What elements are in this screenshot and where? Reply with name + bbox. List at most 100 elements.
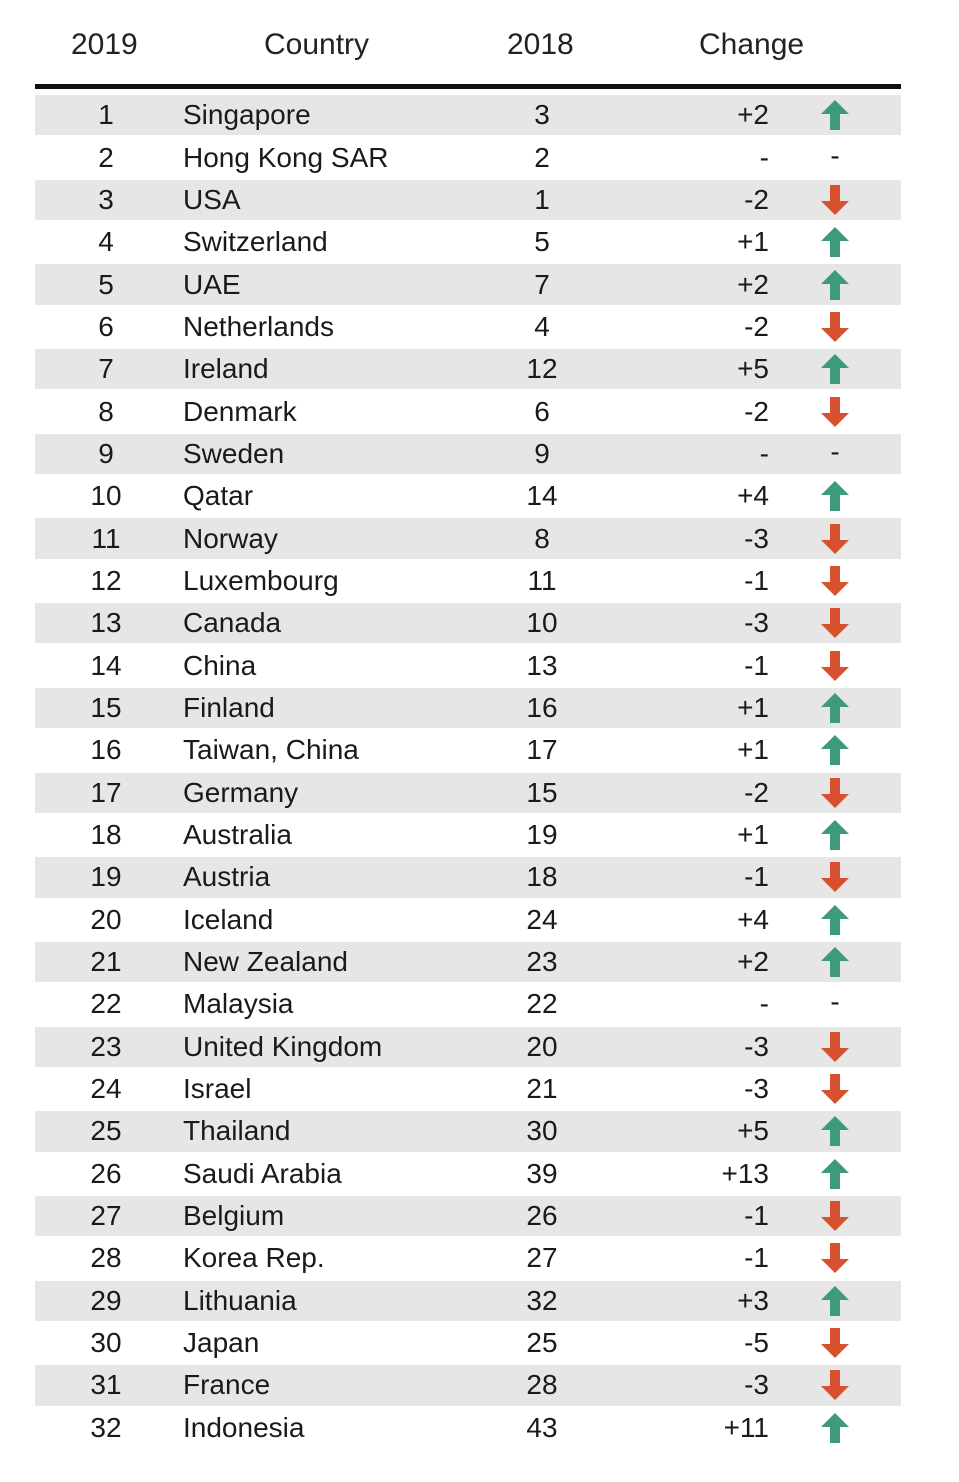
- arrow-down-icon: [815, 1369, 855, 1401]
- rank-2019: 9: [98, 437, 114, 469]
- arrow-down-icon: [815, 861, 855, 893]
- country-name: New Zealand: [183, 946, 348, 978]
- country-name: Netherlands: [183, 310, 334, 342]
- ranking-table: 2019 Country 2018 Change 1 Singapore 3 +2 2 H…: [35, 0, 901, 1450]
- rank-2018: 9: [534, 437, 550, 469]
- rank-change: -: [759, 988, 769, 1020]
- country-name: Indonesia: [183, 1411, 305, 1443]
- rank-change: +3: [737, 1284, 769, 1316]
- rank-2019: 13: [90, 607, 122, 639]
- table-row: 22 Malaysia 22 - -: [35, 984, 901, 1024]
- rank-2019: 10: [90, 480, 122, 512]
- arrow-up-icon: [815, 99, 855, 131]
- rank-change: +4: [737, 480, 769, 512]
- rank-2019: 19: [90, 861, 122, 893]
- country-name: Sweden: [183, 437, 285, 469]
- rank-2018: 43: [526, 1411, 558, 1443]
- rank-2019: 7: [98, 353, 114, 385]
- rank-2019: 22: [90, 988, 122, 1020]
- country-name: China: [183, 649, 257, 681]
- rank-change: -3: [744, 607, 769, 639]
- table-row: 14 China 13 -1: [35, 645, 901, 685]
- no-change-dash: -: [830, 139, 840, 171]
- rank-2019: 6: [98, 310, 114, 342]
- arrow-down-icon: [815, 1031, 855, 1063]
- table-row: 16 Taiwan, China 17 +1: [35, 730, 901, 770]
- arrow-up-icon: [815, 819, 855, 851]
- table-row: 15 Finland 16 +1: [35, 687, 901, 729]
- header-2019: 2019: [71, 28, 138, 61]
- table-row: 21 New Zealand 23 +2: [35, 941, 901, 983]
- table-row: 2 Hong Kong SAR 2 - -: [35, 137, 901, 177]
- arrow-up-icon: [815, 904, 855, 936]
- rank-change: -2: [744, 183, 769, 215]
- table-row: 17 Germany 15 -2: [35, 772, 901, 813]
- rank-2019: 24: [90, 1073, 122, 1105]
- table-row: 3 USA 1 -2: [35, 179, 901, 221]
- table-body: 1 Singapore 3 +2 2 Hong Kong SAR 2- -3 USA 1 -2 4 Sw…: [35, 95, 901, 1448]
- country-name: UAE: [183, 268, 241, 300]
- country-name: Israel: [183, 1073, 252, 1105]
- arrow-up-icon: [815, 946, 855, 978]
- table-row: 24 Israel 21 -3: [35, 1069, 901, 1109]
- rank-2019: 16: [90, 734, 122, 766]
- rank-2019: 23: [90, 1030, 122, 1062]
- table-row: 9 Sweden 9 - -: [35, 433, 901, 475]
- arrow-down-icon: [815, 777, 855, 809]
- table-row: 23 United Kingdom 20 -3: [35, 1026, 901, 1067]
- table-row: 12 Luxembourg 11 -1: [35, 561, 901, 601]
- header-country: Country: [264, 28, 370, 61]
- table-row: 25 Thailand 30 +5: [35, 1111, 901, 1152]
- table-row: 10 Qatar 14 +4: [35, 476, 901, 516]
- arrow-down-icon: [815, 311, 855, 343]
- rank-change: +2: [737, 946, 769, 978]
- arrow-down-icon: [815, 1200, 855, 1232]
- rank-change: +11: [723, 1411, 769, 1443]
- rank-2018: 2: [534, 141, 550, 173]
- rank-2019: 11: [91, 522, 121, 554]
- rank-2018: 18: [526, 861, 558, 893]
- rank-2018: 39: [526, 1157, 558, 1189]
- rank-change: +1: [737, 734, 769, 766]
- country-name: Taiwan, China: [183, 734, 359, 766]
- table-row: 29 Lithuania 32 +3: [35, 1280, 901, 1321]
- rank-2018: 16: [526, 691, 558, 723]
- rank-change: +1: [737, 819, 769, 851]
- rank-change: +1: [737, 226, 769, 258]
- arrow-down-icon: [815, 650, 855, 682]
- rank-2018: 28: [526, 1369, 558, 1401]
- rank-2018: 14: [526, 480, 558, 512]
- rank-change: +1: [737, 691, 769, 723]
- rank-2018: 25: [526, 1327, 558, 1359]
- country-name: Austria: [183, 861, 271, 893]
- rank-change: -1: [744, 861, 769, 893]
- rank-2019: 31: [90, 1369, 122, 1401]
- rank-2019: 15: [90, 691, 122, 723]
- country-name: France: [183, 1369, 271, 1401]
- rank-change: -1: [744, 564, 769, 596]
- rank-2019: 3: [98, 183, 114, 215]
- arrow-up-icon: [815, 226, 855, 258]
- country-name: Denmark: [183, 395, 297, 427]
- arrow-up-icon: [815, 1158, 855, 1190]
- rank-change: +13: [721, 1157, 770, 1189]
- table-row: 11 Norway 8 -3: [35, 518, 901, 559]
- country-name: Japan: [183, 1327, 260, 1359]
- arrow-up-icon: [815, 692, 855, 724]
- rank-2019: 20: [90, 903, 122, 935]
- country-name: Switzerland: [183, 226, 328, 258]
- rank-change: -2: [744, 310, 769, 342]
- rank-2019: 2: [98, 141, 114, 173]
- rank-2019: 25: [90, 1115, 122, 1147]
- country-name: Singapore: [183, 99, 311, 131]
- table-row: 1 Singapore 3 +2: [35, 95, 901, 136]
- rank-change: +2: [737, 99, 769, 131]
- rank-2018: 20: [526, 1030, 558, 1062]
- arrow-down-icon: [815, 396, 855, 428]
- rank-2019: 26: [90, 1157, 122, 1189]
- table-row: 19 Austria 18 -1: [35, 857, 901, 898]
- rank-2019: 29: [90, 1284, 122, 1316]
- rank-2019: 1: [98, 99, 114, 131]
- rank-2018: 1: [534, 183, 550, 215]
- header-rule: [35, 84, 901, 89]
